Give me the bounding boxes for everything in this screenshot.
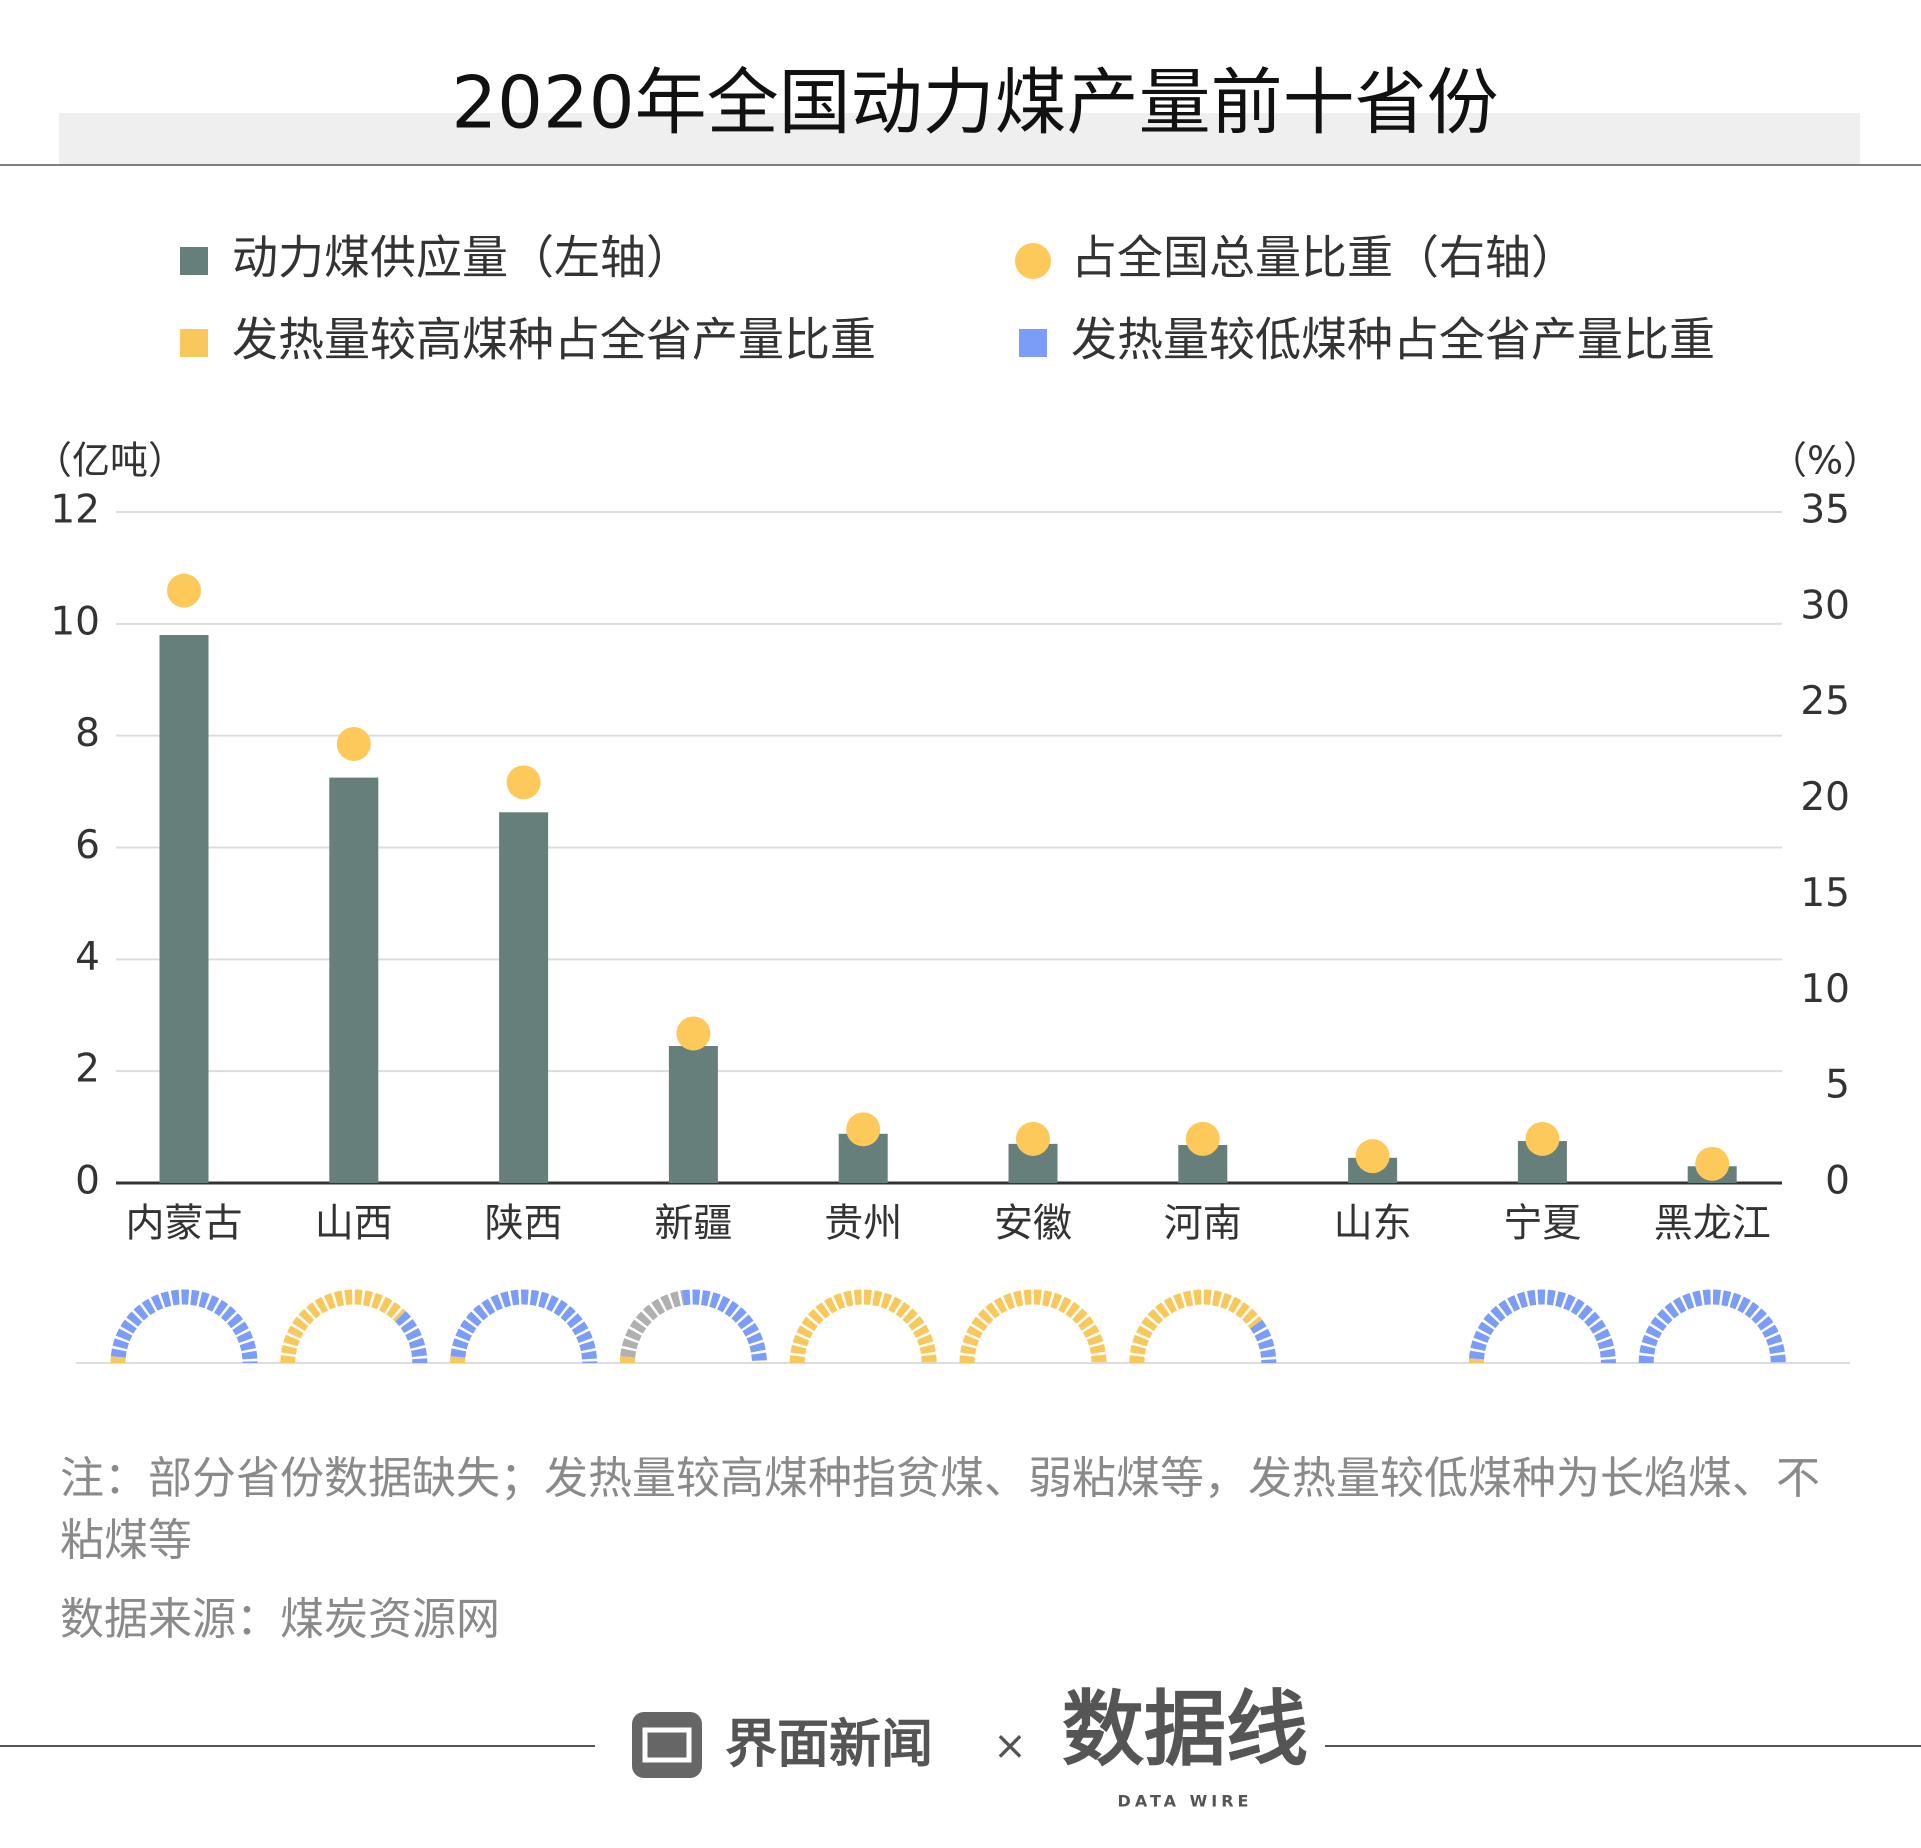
title-band — [59, 113, 1860, 165]
donut-segment — [1129, 1289, 1263, 1364]
note: 注：部分省份数据缺失；发热量较高煤种指贫煤、弱粘煤等，发热量较低煤种为长焰煤、不… — [60, 1453, 1820, 1566]
dot — [1695, 1146, 1730, 1181]
footer-times: × — [993, 1723, 1027, 1769]
dot — [167, 573, 201, 608]
dot — [1525, 1121, 1560, 1156]
footer-partner-en: DATA WIRE — [1118, 1792, 1253, 1811]
dot — [1185, 1121, 1220, 1156]
donut-segment — [789, 1289, 937, 1364]
x-tick-label: 山东 — [1334, 1202, 1412, 1247]
y2-tick-label: 25 — [1800, 679, 1850, 724]
y-tick-label: 10 — [50, 599, 100, 644]
y2-tick-label: 0 — [1825, 1159, 1850, 1204]
legend-label: 发热量较高煤种占全省产量比重 — [232, 313, 876, 367]
dot — [1016, 1121, 1050, 1156]
y-tick-label: 4 — [75, 935, 100, 980]
y2-tick-label: 20 — [1800, 775, 1850, 820]
donut-segment — [959, 1289, 1107, 1364]
legend-swatch — [180, 247, 208, 275]
source: 数据来源：煤炭资源网 — [60, 1594, 500, 1645]
x-tick-label: 黑龙江 — [1654, 1202, 1771, 1247]
donut-segment — [280, 1289, 406, 1364]
y2-tick-label: 5 — [1825, 1063, 1850, 1108]
legend-label: 动力煤供应量（左轴） — [232, 231, 692, 285]
dot — [336, 726, 371, 761]
bar — [159, 635, 209, 1183]
dot — [676, 1016, 711, 1051]
donut-segment — [110, 1289, 258, 1364]
legend-label: 占全国总量比重（右轴） — [1071, 231, 1577, 285]
bar — [329, 777, 379, 1183]
x-tick-label: 贵州 — [824, 1202, 902, 1247]
donut-segment — [1249, 1319, 1277, 1364]
brand-logo-mark — [642, 1727, 692, 1763]
footer-partner: 数据线 — [1062, 1682, 1308, 1777]
bar — [668, 1046, 718, 1183]
donut-segment — [1638, 1289, 1786, 1364]
legend-label: 发热量较低煤种占全省产量比重 — [1071, 313, 1715, 367]
x-tick-label: 河南 — [1164, 1202, 1242, 1247]
y2-tick-label: 35 — [1800, 488, 1850, 533]
donut-segment — [681, 1289, 767, 1364]
donut-segment — [1469, 1289, 1616, 1364]
legend-swatch — [1015, 243, 1051, 279]
legend-swatch — [180, 329, 208, 357]
x-tick-label: 陕西 — [485, 1202, 563, 1247]
y-tick-label: 0 — [75, 1159, 100, 1204]
x-tick-label: 宁夏 — [1503, 1202, 1581, 1247]
x-tick-label: 新疆 — [654, 1202, 732, 1247]
y-tick-label: 8 — [75, 711, 100, 756]
legend-swatch — [1019, 329, 1047, 357]
donut-segment — [450, 1289, 598, 1364]
y-tick-label: 12 — [50, 488, 100, 533]
y-tick-label: 2 — [75, 1047, 100, 1092]
x-tick-label: 内蒙古 — [125, 1202, 242, 1247]
donut-segment — [394, 1311, 428, 1364]
y-tick-label: 6 — [75, 823, 100, 868]
dot — [846, 1112, 881, 1147]
y-axis-label: （亿吨） — [34, 439, 186, 483]
x-tick-label: 山西 — [315, 1202, 393, 1247]
y2-axis-label: （%） — [1769, 439, 1881, 483]
donut-segment — [620, 1290, 685, 1358]
dot — [1355, 1139, 1390, 1174]
x-tick-label: 安徽 — [994, 1202, 1072, 1247]
chart-title: 2020年全国动力煤产量前十省份 — [451, 61, 1498, 145]
dot — [506, 765, 541, 800]
y2-tick-label: 15 — [1800, 871, 1850, 916]
bar — [499, 812, 549, 1183]
footer-brand: 界面新闻 — [725, 1715, 933, 1775]
y2-tick-label: 30 — [1800, 583, 1850, 628]
y2-tick-label: 10 — [1800, 967, 1850, 1012]
